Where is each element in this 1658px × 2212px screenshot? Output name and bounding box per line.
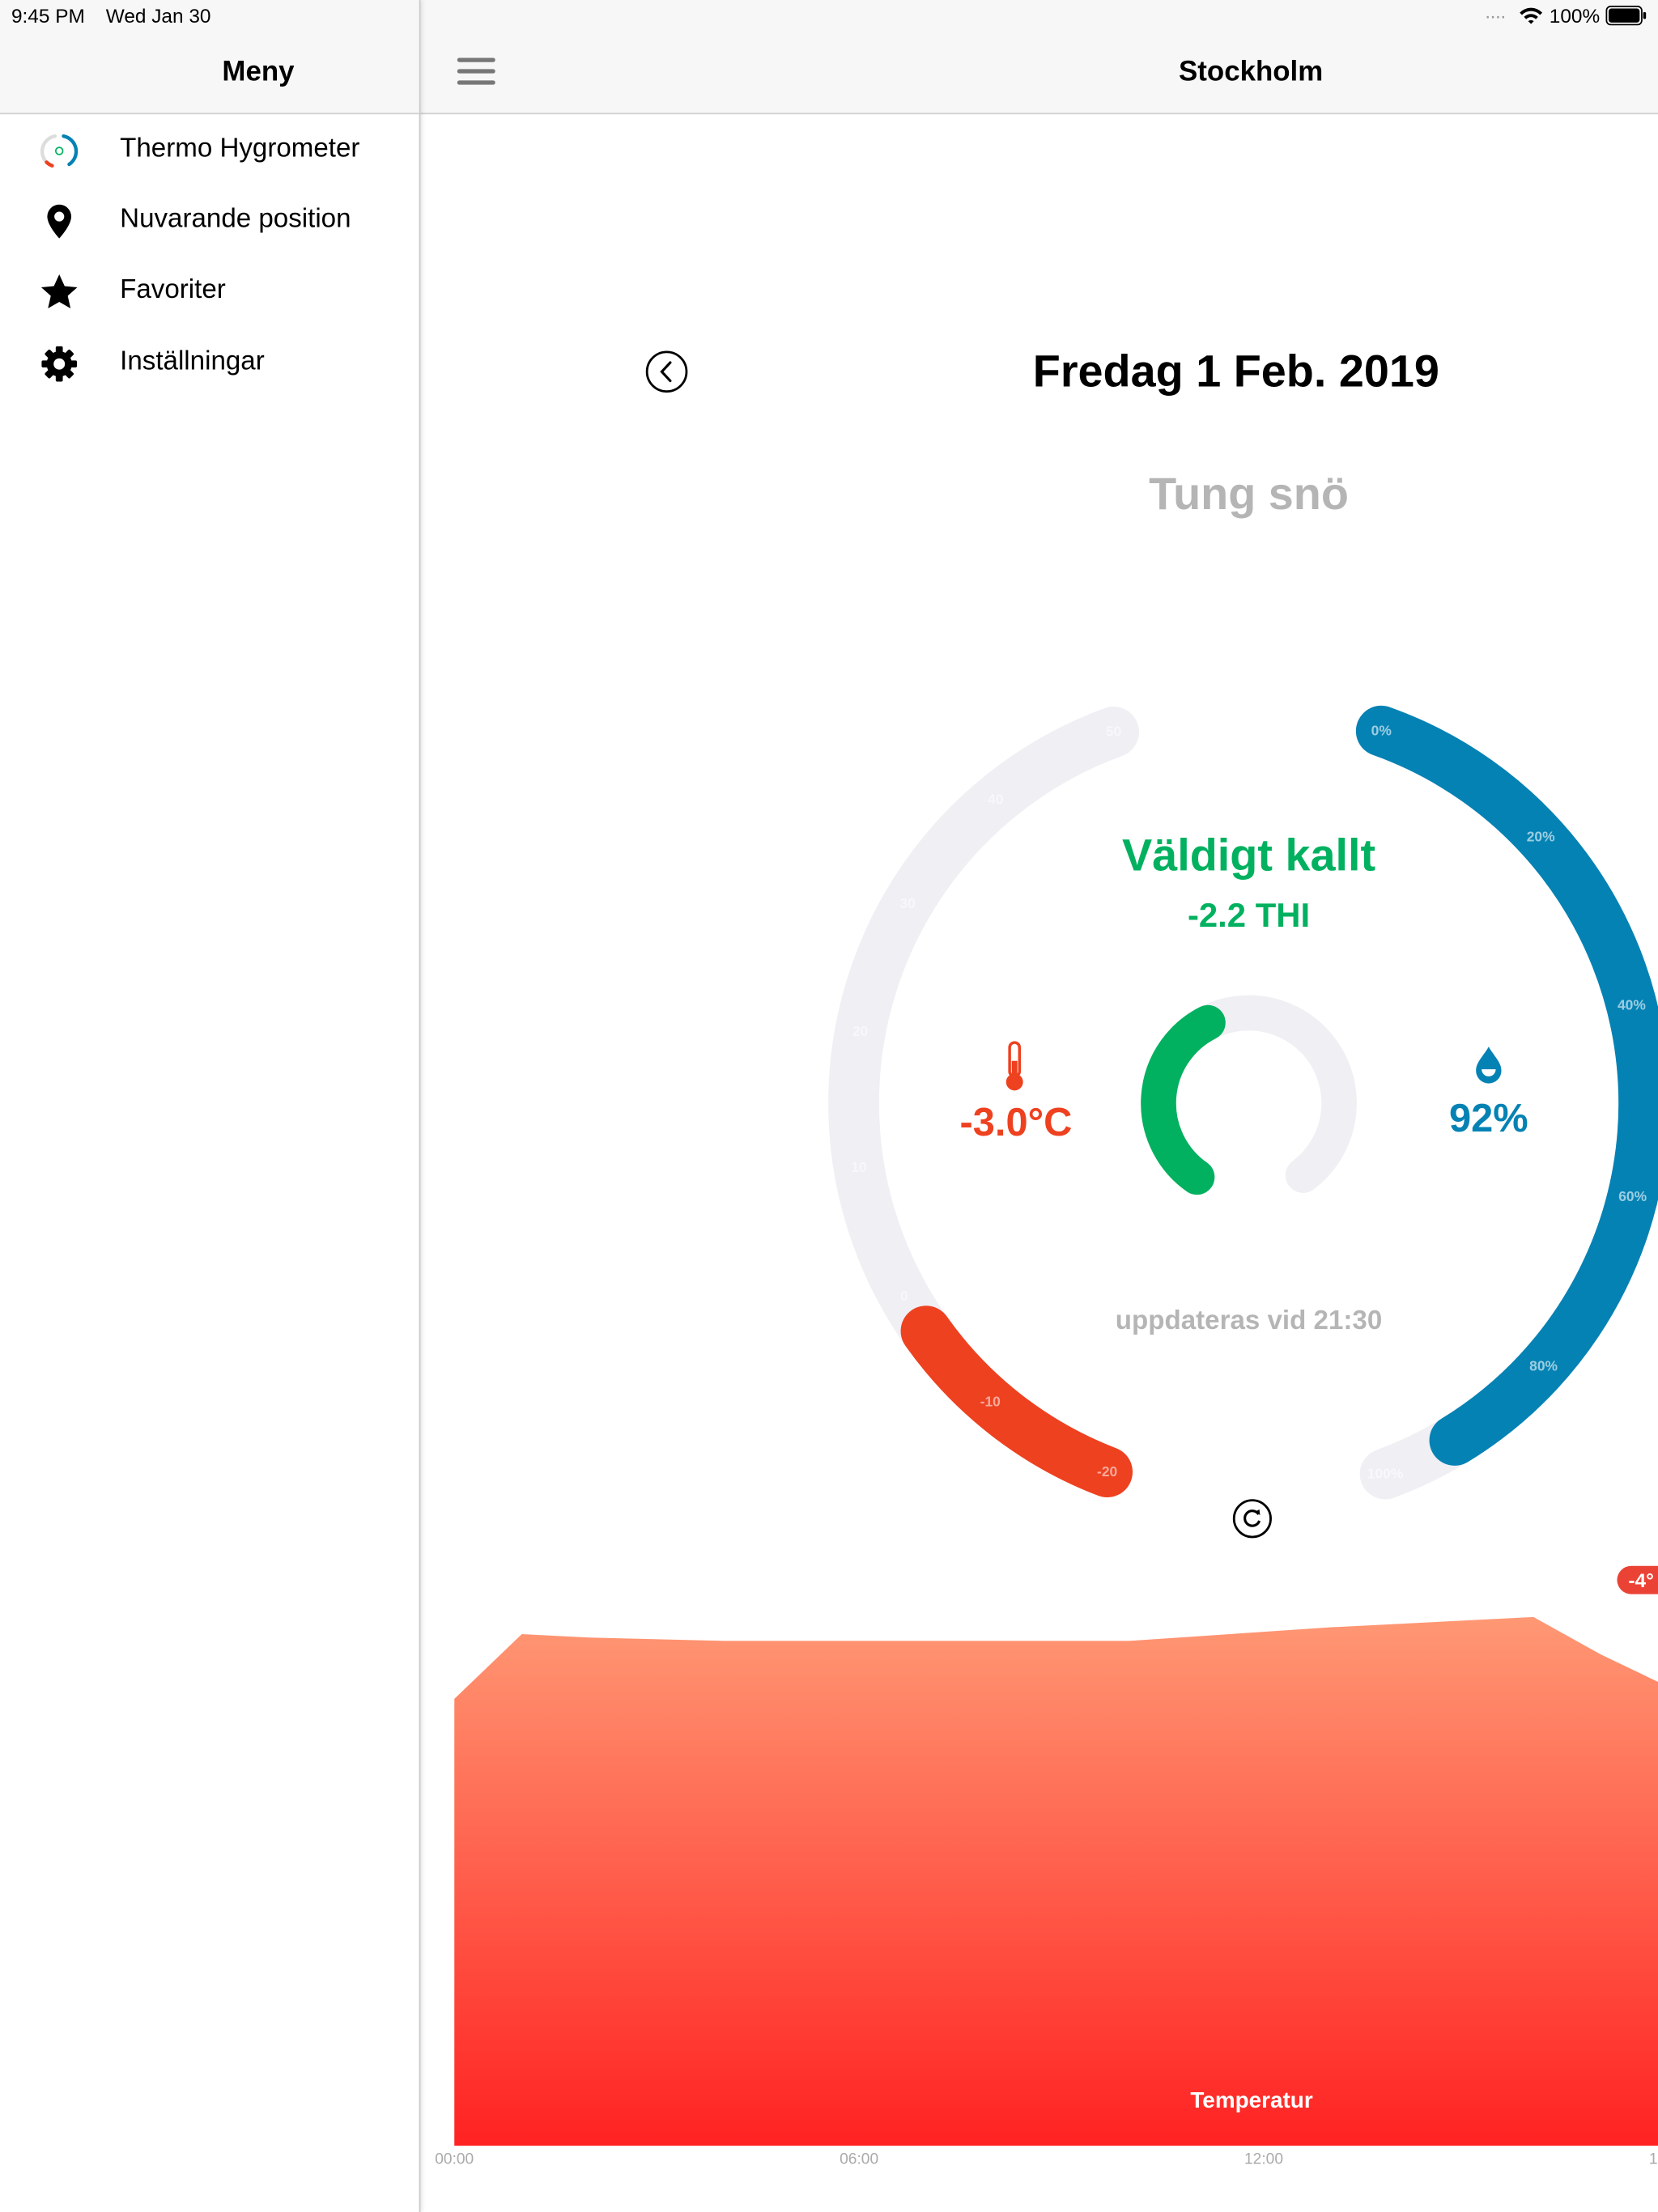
- series-label: Temperatur: [1111, 2089, 1393, 2114]
- sidebar-item-current-position[interactable]: Nuvarande position: [0, 185, 419, 255]
- sidebar-item-settings[interactable]: Inställningar: [0, 327, 419, 397]
- gauge-icon: [40, 131, 79, 171]
- x-tick-label: 06:00: [831, 2151, 887, 2168]
- status-time: 9:45 PM: [11, 4, 85, 27]
- sidebar-item-favorites[interactable]: Favoriter: [0, 255, 419, 325]
- sidebar-item-label: Inställningar: [120, 347, 265, 378]
- x-tick-label: 18:00: [1640, 2151, 1658, 2168]
- x-tick-label: 12:00: [1235, 2151, 1292, 2168]
- location-pin-icon: [40, 202, 79, 241]
- gear-icon: [40, 344, 79, 384]
- sidebar-item-thermo-hygrometer[interactable]: Thermo Hygrometer: [0, 114, 419, 185]
- battery-percent: 100%: [1550, 4, 1600, 27]
- status-date: Wed Jan 30: [106, 4, 211, 27]
- temperature-area: [454, 1617, 1658, 2146]
- star-icon: [40, 272, 79, 312]
- wifi-icon: [1518, 6, 1543, 25]
- status-bar: 9:45 PM Wed Jan 30 ···· 100%: [0, 0, 1658, 31]
- sidebar-menu: Meny Thermo Hygrometer Nuvarande positio…: [0, 0, 420, 2212]
- sidebar-title: Meny: [0, 57, 517, 89]
- sidebar-item-label: Nuvarande position: [120, 205, 351, 236]
- signal-icon: ····: [1485, 4, 1506, 27]
- battery-icon: [1606, 6, 1648, 25]
- current-temp-badge: -4°: [1617, 1566, 1658, 1594]
- sidebar-item-label: Thermo Hygrometer: [120, 134, 359, 165]
- sidebar-item-label: Favoriter: [120, 275, 226, 306]
- x-tick-label: 00:00: [426, 2151, 483, 2168]
